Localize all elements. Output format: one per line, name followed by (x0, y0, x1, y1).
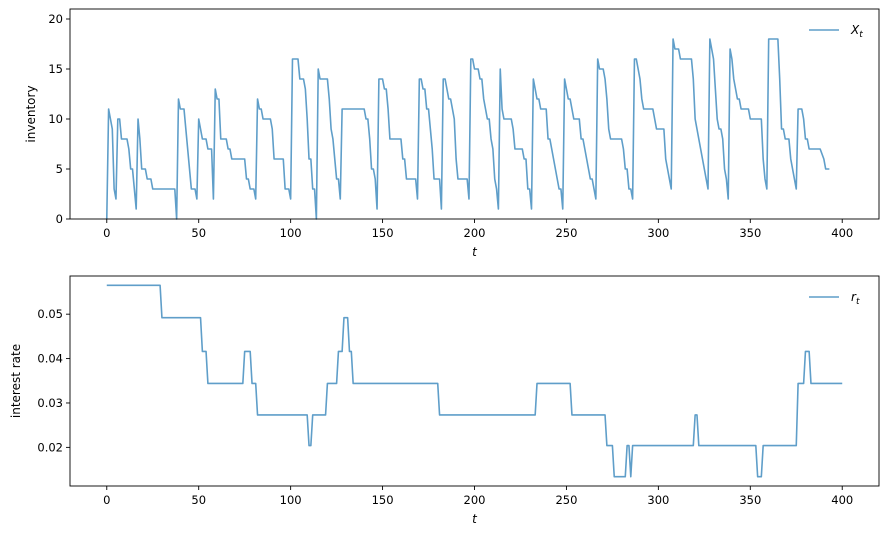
y-tick-label: 0.02 (37, 440, 63, 454)
y-tick-label: 15 (48, 62, 63, 76)
x-tick-label: 200 (464, 226, 486, 240)
y-tick-label: 10 (48, 112, 63, 126)
x-tick-label: 400 (831, 493, 853, 507)
y-tick-label: 0.05 (37, 307, 63, 321)
x-tick-label: 350 (739, 226, 761, 240)
legend-label: Xt (850, 23, 863, 40)
x-tick-label: 200 (464, 493, 486, 507)
x-tick-label: 100 (280, 226, 302, 240)
y-tick-label: 5 (56, 162, 63, 176)
x-tick-label: 50 (191, 226, 206, 240)
inventory-panel: 0 50 100 150 200 250 300 350 400 0 5 10 15 20 t invento… (24, 8, 880, 259)
x-tick-label: 300 (647, 493, 669, 507)
x-tick-label: 250 (555, 493, 577, 507)
x-tick-label: 150 (372, 226, 394, 240)
x-tick-label: 50 (191, 493, 206, 507)
x-axis-label: t (472, 245, 478, 259)
x-axis-label: t (472, 512, 478, 526)
y-tick-label: 0.04 (37, 352, 63, 366)
interest-rate-panel: 0 50 100 150 200 250 300 350 400 0.02 0.03 0.04 0.05… (9, 275, 880, 526)
x-tick-label: 0 (103, 226, 110, 240)
y-axis-label: interest rate (9, 344, 23, 418)
x-tick-label: 350 (739, 493, 761, 507)
x-tick-label: 0 (103, 493, 110, 507)
y-tick-label: 20 (48, 12, 63, 26)
x-tick-label: 100 (280, 493, 302, 507)
series-line-0-0 (105, 38, 830, 220)
plot-frame (69, 275, 880, 487)
y-axis-label: inventory (24, 85, 38, 142)
y-tick-label: 0.03 (37, 396, 63, 410)
x-tick-label: 400 (831, 226, 853, 240)
x-tick-label: 150 (372, 493, 394, 507)
x-tick-label: 300 (647, 226, 669, 240)
x-tick-label: 250 (555, 226, 577, 240)
legend-label: rt (851, 290, 860, 307)
series-line-1-0 (106, 284, 843, 478)
y-tick-label: 0 (56, 212, 63, 226)
